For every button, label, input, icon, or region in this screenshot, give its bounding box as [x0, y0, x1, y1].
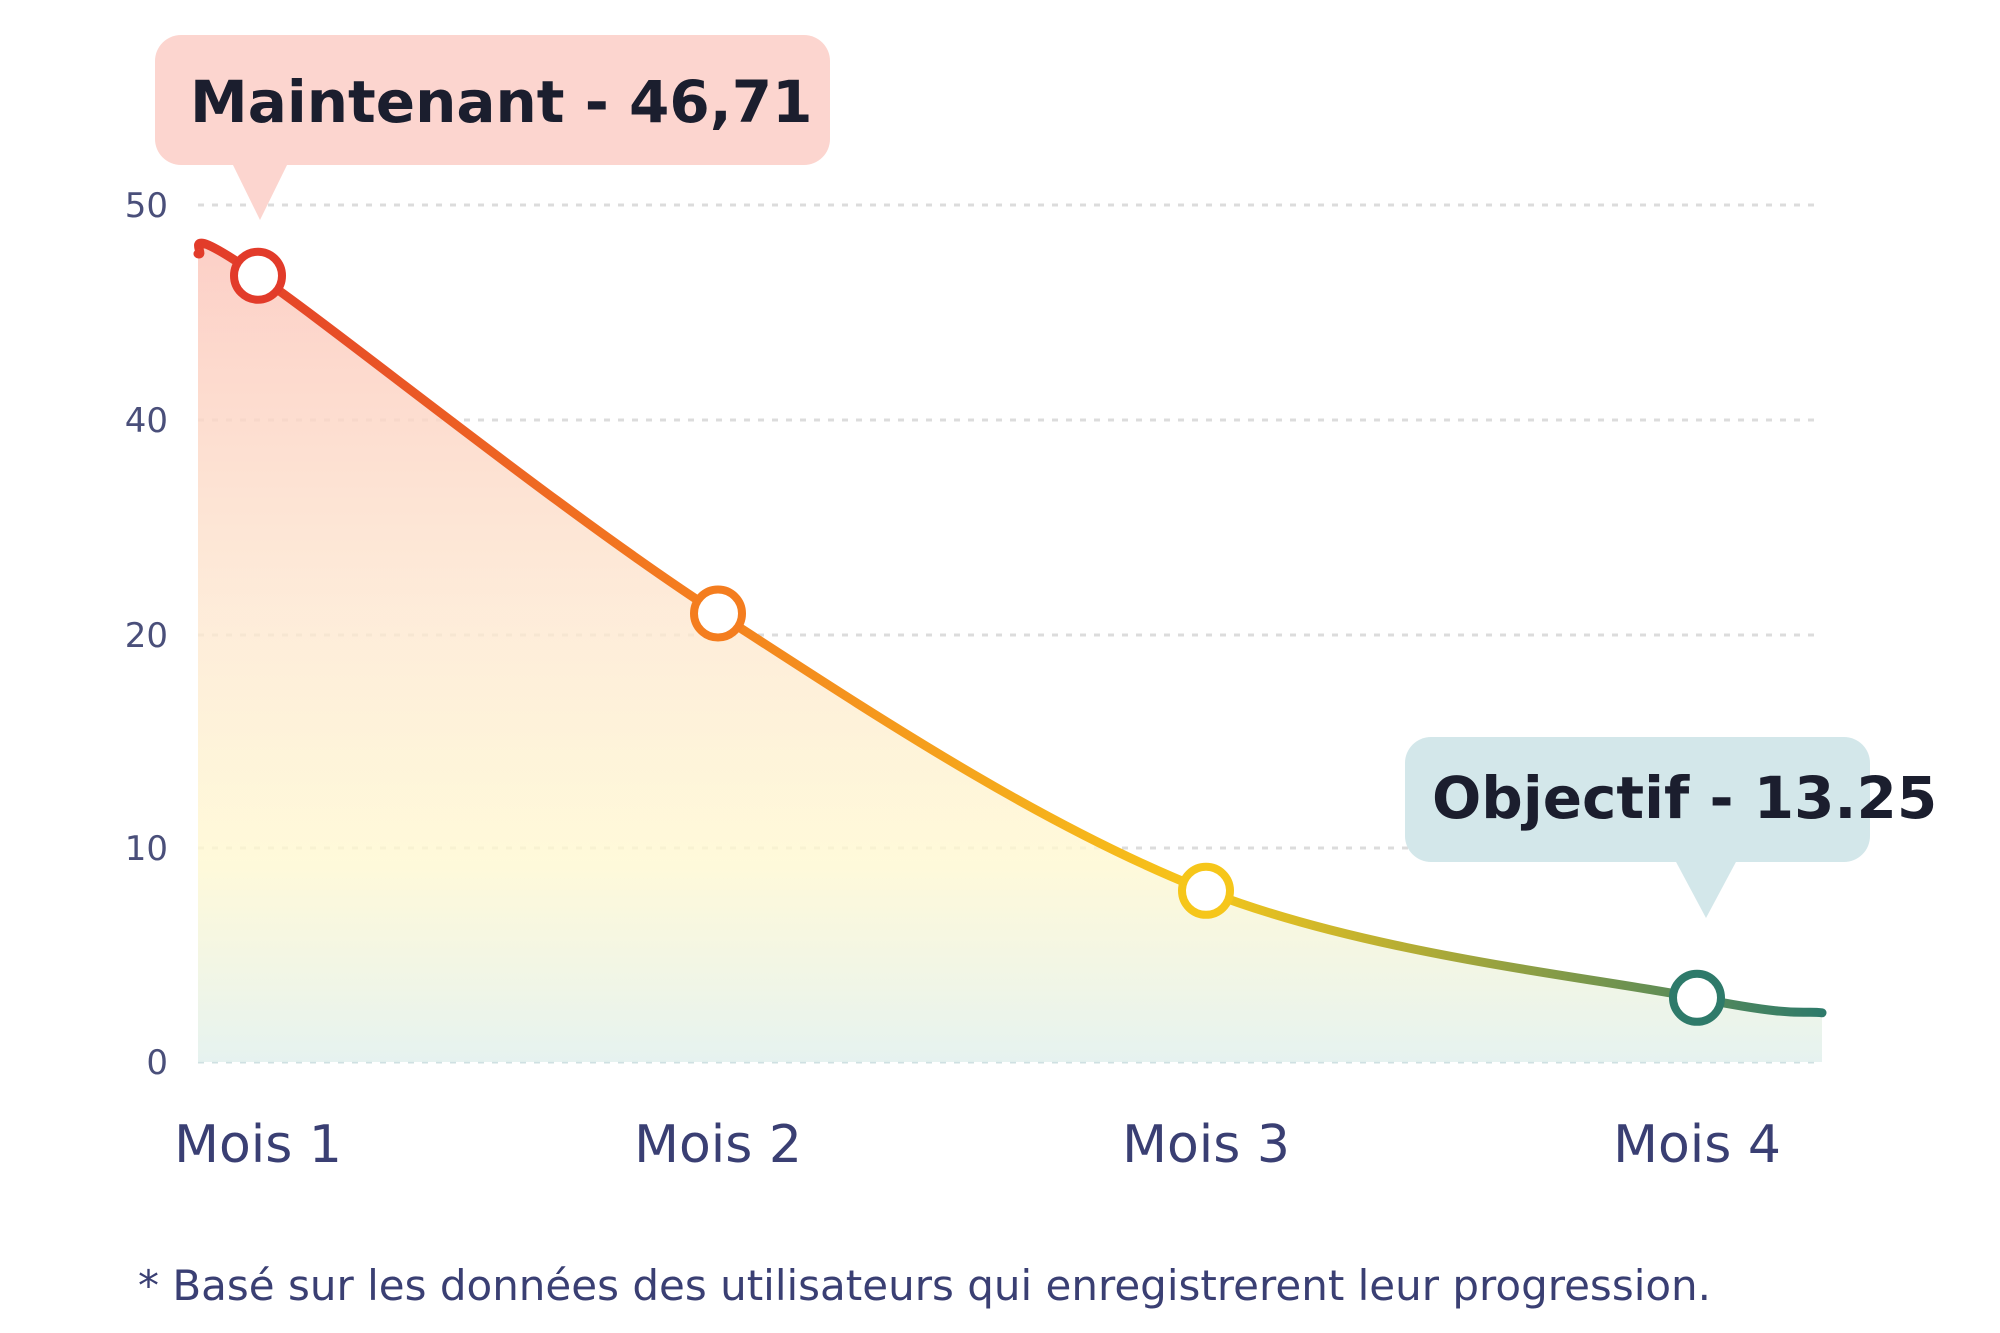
callout-current-pointer	[232, 163, 288, 220]
x-tick-label: Mois 3	[1122, 1115, 1290, 1175]
x-tick-label: Mois 2	[634, 1115, 802, 1175]
callout-goal-pointer	[1675, 860, 1737, 918]
y-tick-label: 50	[125, 186, 168, 226]
x-tick-label: Mois 1	[174, 1115, 342, 1175]
y-tick-label: 20	[125, 616, 168, 656]
data-point	[230, 247, 286, 304]
y-tick-label: 40	[125, 401, 168, 441]
x-axis-ticks: Mois 1 Mois 2 Mois 3 Mois 4	[174, 1115, 1781, 1175]
data-points	[230, 247, 1725, 1026]
callout-goal-label: Objectif - 13.25	[1432, 764, 1937, 832]
x-tick-label: Mois 4	[1613, 1115, 1781, 1175]
y-tick-label: 0	[146, 1043, 168, 1083]
callout-current: Maintenant - 46,71	[155, 35, 830, 220]
callout-goal: Objectif - 13.25	[1405, 737, 1937, 918]
data-point	[690, 585, 746, 642]
data-point	[1178, 862, 1234, 919]
area-fill	[198, 243, 1822, 1063]
callout-current-label: Maintenant - 46,71	[190, 68, 812, 136]
callout-goal-box	[1405, 737, 1870, 862]
y-tick-label: 10	[125, 829, 168, 869]
y-axis-ticks: 0 10 20 40 50	[125, 186, 168, 1083]
footnote: * Basé sur les données des utilisateurs …	[138, 1261, 1711, 1310]
callout-current-box	[155, 35, 830, 165]
data-point	[1669, 969, 1725, 1026]
